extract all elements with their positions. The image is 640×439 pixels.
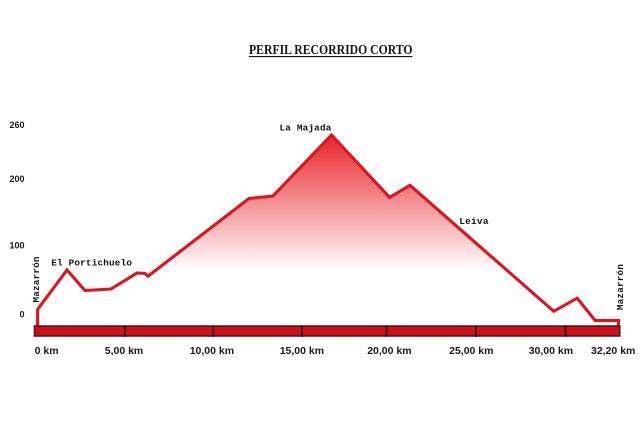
svg-text:200: 200 [9,174,24,184]
svg-text:5,00 km: 5,00 km [105,345,144,357]
svg-text:100: 100 [9,241,24,251]
svg-text:Leiva: Leiva [459,216,489,227]
svg-text:PERFIL RECORRIDO CORTO: PERFIL RECORRIDO CORTO [249,42,413,57]
svg-text:El Portichuelo: El Portichuelo [51,257,132,268]
svg-text:32,20 km: 32,20 km [591,345,635,357]
svg-text:10,00 km: 10,00 km [190,345,234,357]
svg-text:0 km: 0 km [35,345,59,357]
svg-text:Mazarrón: Mazarrón [615,264,626,310]
svg-text:20,00 km: 20,00 km [367,345,411,357]
svg-text:15,00 km: 15,00 km [280,345,324,357]
svg-text:260: 260 [9,120,24,130]
svg-text:La Majada: La Majada [279,122,331,133]
svg-text:0: 0 [19,310,24,320]
svg-text:25,00 km: 25,00 km [449,345,493,357]
svg-text:Mazarrón: Mazarrón [31,256,42,302]
svg-text:30,00 km: 30,00 km [529,345,573,357]
